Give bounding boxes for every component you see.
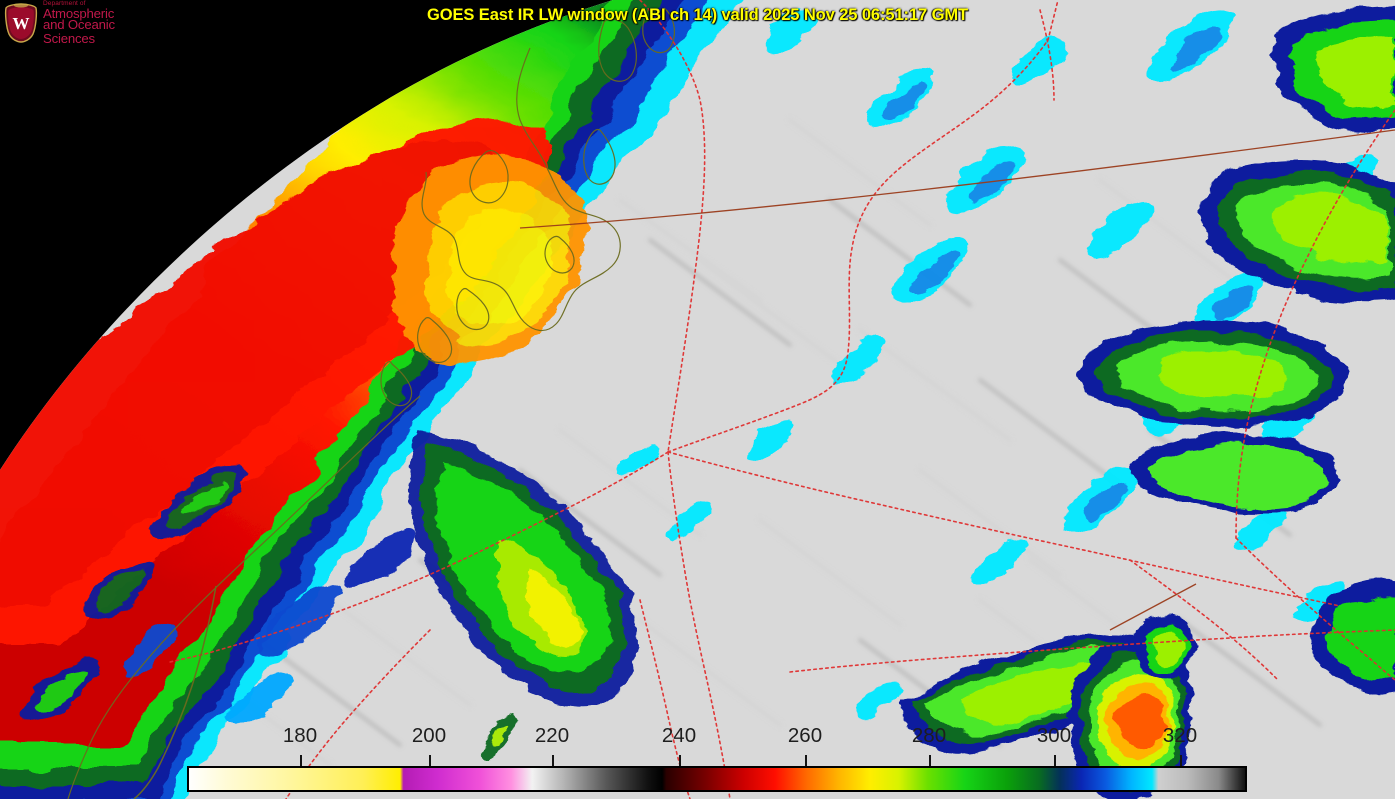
page-title: GOES East IR LW window (ABI ch 14) valid… bbox=[427, 6, 968, 24]
colorbar-tick bbox=[805, 755, 807, 766]
colorbar-track bbox=[187, 766, 1247, 792]
colorbar-tick-label: 260 bbox=[787, 724, 823, 747]
colorbar-tick-label: 320 bbox=[1162, 724, 1198, 747]
reference-line-overlay bbox=[519, 129, 1395, 631]
colorbar-tick-label: 180 bbox=[282, 724, 318, 747]
colorbar-tick-label: 200 bbox=[411, 724, 447, 747]
colorbar-tick bbox=[429, 755, 431, 766]
colorbar-tick bbox=[1054, 755, 1056, 766]
colorbar-tick bbox=[929, 755, 931, 766]
brightness-temperature-colorbar[interactable]: 180 200 220 240 260 280 300 320 bbox=[187, 724, 1247, 792]
colorbar-tick bbox=[552, 755, 554, 766]
svg-text:W: W bbox=[13, 14, 30, 33]
colorbar-gradient bbox=[189, 768, 1245, 790]
colorbar-tick-label: 300 bbox=[1036, 724, 1072, 747]
colorbar-tick bbox=[300, 755, 302, 766]
logo-department-label: Department of bbox=[43, 0, 86, 8]
uw-crest-icon: W bbox=[4, 3, 38, 43]
coastline-overlay bbox=[67, 7, 676, 799]
colorbar-tick-label: 240 bbox=[661, 724, 697, 747]
logo-line-2: and Oceanic Sciences bbox=[43, 17, 115, 46]
state-boundary-overlay bbox=[133, 585, 217, 799]
political-boundaries-overlay bbox=[169, 0, 1395, 799]
logo-line-1: Atmospheric bbox=[43, 5, 115, 21]
uw-madison-aos-logo: W Department of Atmospheric and Oceanic … bbox=[4, 0, 169, 46]
colorbar-tick-label: 220 bbox=[534, 724, 570, 747]
colorbar-tick bbox=[679, 755, 681, 766]
colorbar-tick-label: 280 bbox=[911, 724, 947, 747]
colorbar-tick bbox=[1180, 755, 1182, 766]
